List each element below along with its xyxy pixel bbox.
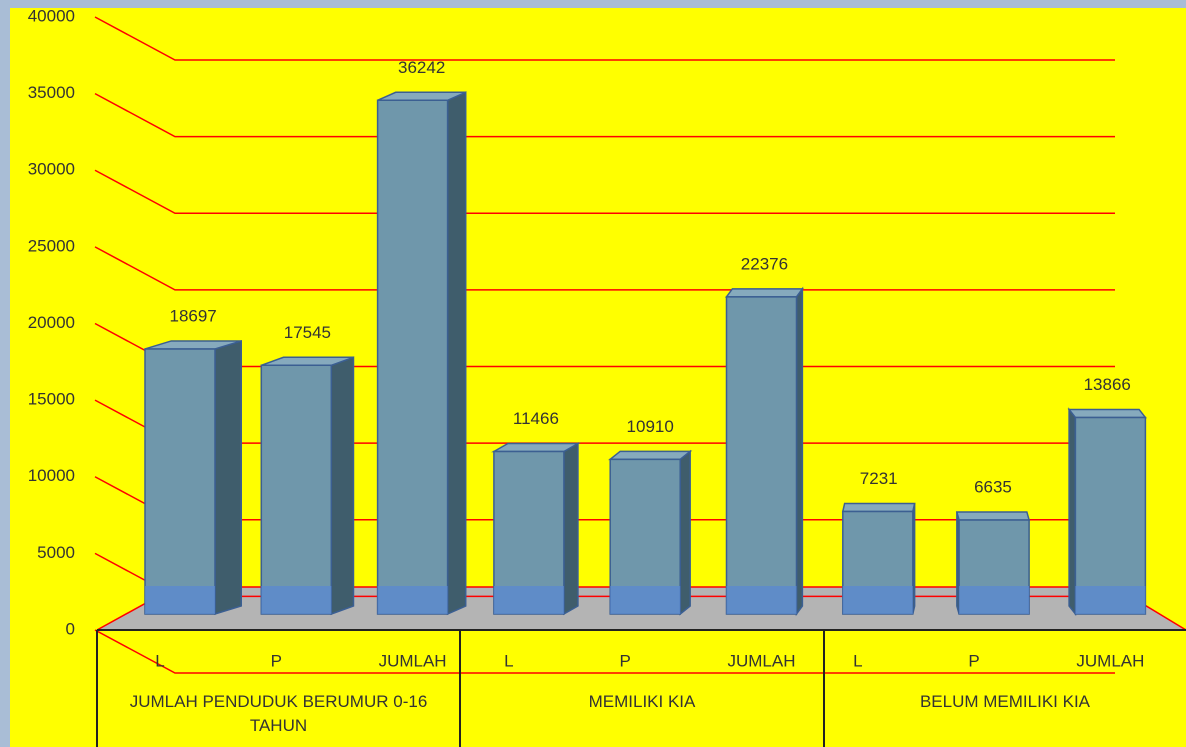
bar xyxy=(725,286,804,617)
value-label: 22376 xyxy=(741,254,788,273)
value-label: 13866 xyxy=(1084,375,1131,394)
bar-top xyxy=(955,511,1031,521)
bar-top xyxy=(725,288,804,298)
bar-top xyxy=(491,442,581,453)
bar-front xyxy=(1074,416,1147,615)
value-label: 6635 xyxy=(974,477,1012,496)
bar-front xyxy=(144,348,216,615)
bar-front xyxy=(725,296,798,615)
bar-base xyxy=(261,586,332,614)
y-tick-label: 5000 xyxy=(37,543,75,562)
bar-base xyxy=(726,586,797,614)
bar-base xyxy=(842,586,913,614)
bar-base xyxy=(1075,586,1146,614)
y-tick-label: 25000 xyxy=(28,236,75,255)
y-tick-label: 20000 xyxy=(28,313,75,332)
bar-top xyxy=(841,502,916,513)
bar-side xyxy=(563,442,579,616)
value-label: 36242 xyxy=(398,58,445,77)
x-tick-label: P xyxy=(620,651,631,670)
x-tick-label: JUMLAH xyxy=(727,651,795,670)
y-tick-label: 40000 xyxy=(28,6,75,25)
bar-base xyxy=(959,586,1030,614)
grid-line xyxy=(94,92,1115,138)
bar xyxy=(955,511,1031,615)
y-tick-label: 15000 xyxy=(28,390,75,409)
group-label: MEMILIKI KIA xyxy=(588,692,696,711)
group-label: BELUM MEMILIKI KIA xyxy=(919,692,1091,711)
grid-line xyxy=(94,16,1115,61)
bar-front xyxy=(376,99,449,615)
bar-base xyxy=(145,586,215,614)
x-tick-label: L xyxy=(155,651,164,670)
bar-side xyxy=(446,91,467,616)
x-tick-label: L xyxy=(504,651,513,670)
value-label: 18697 xyxy=(169,306,216,325)
bar-side xyxy=(214,339,242,616)
bar-front xyxy=(260,364,333,615)
value-label: 7231 xyxy=(860,469,898,488)
value-label: 17545 xyxy=(284,323,331,342)
x-tick-label: P xyxy=(271,651,282,670)
bar-side xyxy=(795,286,804,617)
value-label: 11466 xyxy=(513,409,559,428)
x-tick-label: JUMLAH xyxy=(1076,651,1144,670)
bar xyxy=(1067,407,1147,617)
bar-top xyxy=(1067,408,1147,419)
bar xyxy=(260,356,355,616)
y-tick-label: 10000 xyxy=(28,466,75,485)
bar xyxy=(491,442,581,616)
y-tick-label: 35000 xyxy=(28,83,75,102)
bar-base xyxy=(377,586,448,614)
value-label: 10910 xyxy=(627,417,674,436)
x-tick-label: L xyxy=(853,651,862,670)
y-tick-label: 30000 xyxy=(28,160,75,179)
group-label: JUMLAH PENDUDUK BERUMUR 0-16 TAHUN xyxy=(129,692,428,735)
bar-side xyxy=(1068,407,1077,617)
grid-line xyxy=(94,169,1115,214)
bar xyxy=(608,449,693,616)
bar-side xyxy=(679,449,691,616)
x-tick-label: P xyxy=(968,651,979,670)
bar-top xyxy=(608,450,693,461)
bar xyxy=(841,502,916,615)
bar-base xyxy=(610,586,681,614)
grid-line xyxy=(94,629,1115,674)
y-tick-label: 0 xyxy=(66,619,75,638)
bar xyxy=(144,339,242,616)
bar xyxy=(376,91,467,616)
bar-base xyxy=(493,586,564,614)
x-tick-label: JUMLAH xyxy=(379,651,447,670)
bar-side xyxy=(330,356,355,616)
